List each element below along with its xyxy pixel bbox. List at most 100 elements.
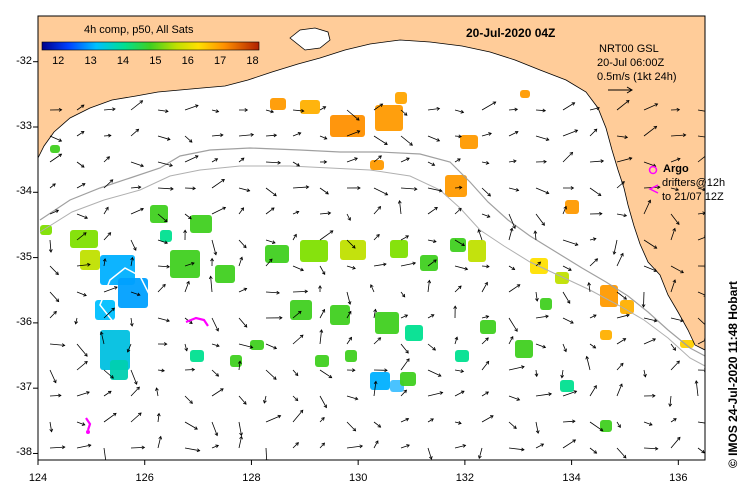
current-arrow <box>319 135 328 140</box>
current-arrow <box>319 160 328 164</box>
current-arrow <box>292 310 302 319</box>
current-arrow <box>562 439 577 449</box>
current-arrow <box>400 358 410 371</box>
sst-patch <box>468 240 486 262</box>
current-arrow <box>211 109 220 113</box>
current-arrow <box>103 179 114 189</box>
sst-patch <box>620 300 634 314</box>
current-arrow <box>508 317 518 332</box>
current-arrow <box>130 207 144 215</box>
sst-patch <box>390 240 408 258</box>
current-arrow <box>319 308 326 319</box>
current-arrow <box>263 395 267 404</box>
currents-time: 20-Jul 06:00Z <box>597 57 665 69</box>
current-arrow <box>643 369 647 378</box>
current-arrow <box>76 343 88 357</box>
bathy-contour-shelf <box>39 147 705 357</box>
current-arrow <box>427 135 441 142</box>
current-arrow <box>427 369 442 377</box>
current-arrow <box>319 265 326 276</box>
current-arrow <box>103 232 112 241</box>
current-arrow <box>562 390 578 397</box>
current-arrow <box>157 135 171 141</box>
current-arrow <box>292 334 304 345</box>
sst-patch <box>565 200 579 214</box>
current-arrow <box>373 440 379 449</box>
current-arrow <box>427 239 437 244</box>
current-arrow <box>211 444 220 449</box>
current-arrow <box>481 337 489 345</box>
current-arrow <box>346 368 356 373</box>
current-arrow <box>265 369 277 380</box>
current-arrow <box>616 156 633 163</box>
current-arrow <box>535 443 545 449</box>
current-arrow <box>238 239 247 249</box>
current-arrow <box>292 442 299 449</box>
current-arrow <box>49 445 66 450</box>
current-arrow <box>49 183 56 189</box>
current-arrow <box>589 159 605 164</box>
current-arrow <box>346 239 356 249</box>
current-arrow <box>589 187 602 197</box>
sst-patch <box>110 360 128 380</box>
current-arrow <box>670 436 681 449</box>
current-arrow <box>589 447 598 454</box>
current-arrow <box>292 108 305 113</box>
current-arrow <box>76 232 87 241</box>
current-arrow <box>211 421 219 437</box>
current-arrow <box>184 104 199 111</box>
current-arrow <box>373 337 382 345</box>
current-arrow <box>427 206 438 215</box>
current-arrow <box>508 265 516 271</box>
current-arrow <box>319 442 326 449</box>
current-arrow <box>292 233 297 241</box>
lon-tick-label: 124 <box>28 472 48 484</box>
sst-patch <box>270 98 286 110</box>
current-arrow <box>238 207 245 215</box>
current-arrow <box>697 368 705 373</box>
current-arrow <box>103 206 109 215</box>
sst-patch <box>555 272 569 284</box>
current-arrow <box>562 151 574 163</box>
current-arrow <box>76 183 86 189</box>
current-arrow <box>208 275 213 293</box>
current-arrow <box>103 390 112 397</box>
lat-tick-label: -34 <box>16 185 32 198</box>
current-arrow <box>49 209 60 215</box>
current-arrow <box>157 239 169 245</box>
current-arrow <box>508 284 521 293</box>
current-arrow <box>292 210 300 215</box>
current-arrow <box>535 261 542 267</box>
current-arrow <box>346 130 361 137</box>
current-arrow <box>481 213 491 218</box>
current-arrow <box>265 414 282 423</box>
sst-patch <box>480 320 496 334</box>
sst-patch <box>345 350 357 362</box>
current-arrow <box>130 369 138 385</box>
current-arrow <box>535 108 547 113</box>
current-arrow <box>238 395 247 405</box>
current-arrow <box>616 313 630 319</box>
current-arrow <box>481 264 490 269</box>
current-arrow <box>697 235 705 241</box>
current-arrow <box>535 421 540 434</box>
current-arrow <box>292 132 302 137</box>
current-arrow <box>616 383 623 397</box>
current-arrow <box>211 206 227 215</box>
current-arrow <box>318 285 322 293</box>
current-arrow <box>560 369 565 379</box>
current-arrow <box>238 287 248 293</box>
current-vectors <box>48 100 705 460</box>
sst-patch <box>100 255 135 285</box>
current-arrow <box>670 133 687 138</box>
current-arrow <box>130 386 140 397</box>
current-arrow <box>454 444 467 449</box>
current-arrow <box>670 227 676 241</box>
sst-patch <box>515 340 533 358</box>
current-arrow <box>211 388 224 397</box>
current-arrow <box>427 314 435 319</box>
current-arrow <box>535 291 539 302</box>
argo-drifters-label: drifters@12h <box>662 177 726 189</box>
current-arrow <box>211 239 218 256</box>
current-arrow <box>585 355 591 371</box>
